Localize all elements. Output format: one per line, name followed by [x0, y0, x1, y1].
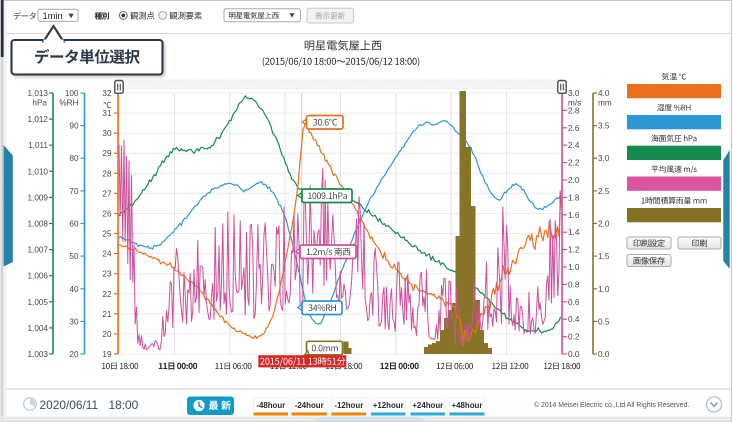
svg-text:2.0: 2.0 [598, 220, 610, 229]
svg-text:1min: 1min [43, 11, 63, 21]
svg-text:18:00: 18:00 [109, 398, 139, 412]
svg-text:2.8: 2.8 [568, 106, 580, 115]
svg-text:1,012: 1,012 [28, 115, 49, 124]
svg-text:-24hour: -24hour [295, 401, 324, 410]
svg-text:20: 20 [102, 330, 112, 339]
svg-text:32: 32 [102, 89, 112, 98]
svg-text:+12hour: +12hour [373, 401, 404, 410]
svg-text:60: 60 [69, 220, 79, 229]
svg-text:2.5: 2.5 [598, 187, 610, 196]
svg-text:mm: mm [598, 99, 612, 108]
svg-text:0.4: 0.4 [568, 315, 580, 324]
svg-text:4.0: 4.0 [598, 89, 610, 98]
svg-text:1.0: 1.0 [568, 263, 580, 272]
svg-text:3.5: 3.5 [598, 122, 610, 131]
svg-text:1,013: 1,013 [28, 89, 49, 98]
svg-text:28: 28 [102, 169, 112, 178]
svg-text:1,008: 1,008 [28, 220, 49, 229]
svg-text:0.0: 0.0 [568, 350, 580, 359]
svg-text:0.5: 0.5 [598, 317, 610, 326]
svg-text:23: 23 [102, 270, 112, 279]
svg-text:2.0: 2.0 [568, 176, 580, 185]
svg-text:19: 19 [102, 350, 112, 359]
svg-text:3.0: 3.0 [568, 89, 580, 98]
svg-text:%RH: %RH [59, 99, 78, 108]
svg-text:-48hour: -48hour [256, 401, 285, 410]
svg-text:24: 24 [102, 250, 112, 259]
svg-text:-12hour: -12hour [334, 401, 363, 410]
svg-text:90: 90 [69, 122, 79, 131]
svg-text:22: 22 [102, 290, 112, 299]
svg-text:2.4: 2.4 [568, 141, 580, 150]
svg-text:30: 30 [69, 317, 79, 326]
svg-text:+24hour: +24hour [412, 401, 443, 410]
svg-text:1.4: 1.4 [568, 228, 580, 237]
svg-text:2020/06/11: 2020/06/11 [40, 398, 99, 412]
svg-text:21: 21 [102, 310, 112, 319]
svg-text:2.6: 2.6 [568, 124, 580, 133]
svg-text:0.0: 0.0 [598, 350, 610, 359]
svg-text:80: 80 [69, 154, 79, 163]
svg-text:50: 50 [69, 252, 79, 261]
svg-text:1,005: 1,005 [28, 298, 49, 307]
svg-text:1.8: 1.8 [568, 193, 580, 202]
svg-text:30: 30 [102, 129, 112, 138]
svg-text:1,010: 1,010 [28, 167, 49, 176]
svg-text:1,007: 1,007 [28, 246, 49, 255]
svg-text:1,006: 1,006 [28, 272, 49, 281]
svg-text:29: 29 [102, 149, 112, 158]
svg-text:1,004: 1,004 [28, 324, 49, 333]
svg-text:1.5: 1.5 [598, 252, 610, 261]
svg-text:25: 25 [102, 230, 112, 239]
svg-text:0.8: 0.8 [568, 280, 580, 289]
svg-text:1.6: 1.6 [568, 211, 580, 220]
svg-text:1.2: 1.2 [568, 246, 580, 255]
svg-text:1,003: 1,003 [28, 350, 49, 359]
svg-text:© 2014 Meisei Electric co.,Ltd: © 2014 Meisei Electric co.,Ltd All Right… [534, 401, 689, 409]
svg-text:1,011: 1,011 [28, 141, 48, 150]
svg-text:0.6: 0.6 [568, 298, 580, 307]
svg-text:+48hour: +48hour [452, 401, 483, 410]
svg-text:1.0: 1.0 [598, 285, 610, 294]
svg-text:100: 100 [65, 89, 79, 98]
svg-text:m/s: m/s [568, 99, 581, 108]
svg-text:70: 70 [69, 187, 79, 196]
svg-text:1,009: 1,009 [28, 193, 49, 202]
svg-text:0.2: 0.2 [568, 333, 580, 342]
svg-text:2.2: 2.2 [568, 159, 580, 168]
svg-text:20: 20 [69, 350, 79, 359]
svg-text:hPa: hPa [32, 99, 47, 108]
svg-text:40: 40 [69, 285, 79, 294]
svg-text:26: 26 [102, 210, 112, 219]
svg-text:27: 27 [102, 189, 112, 198]
svg-text:3.0: 3.0 [598, 154, 610, 163]
svg-text:31: 31 [102, 109, 112, 118]
